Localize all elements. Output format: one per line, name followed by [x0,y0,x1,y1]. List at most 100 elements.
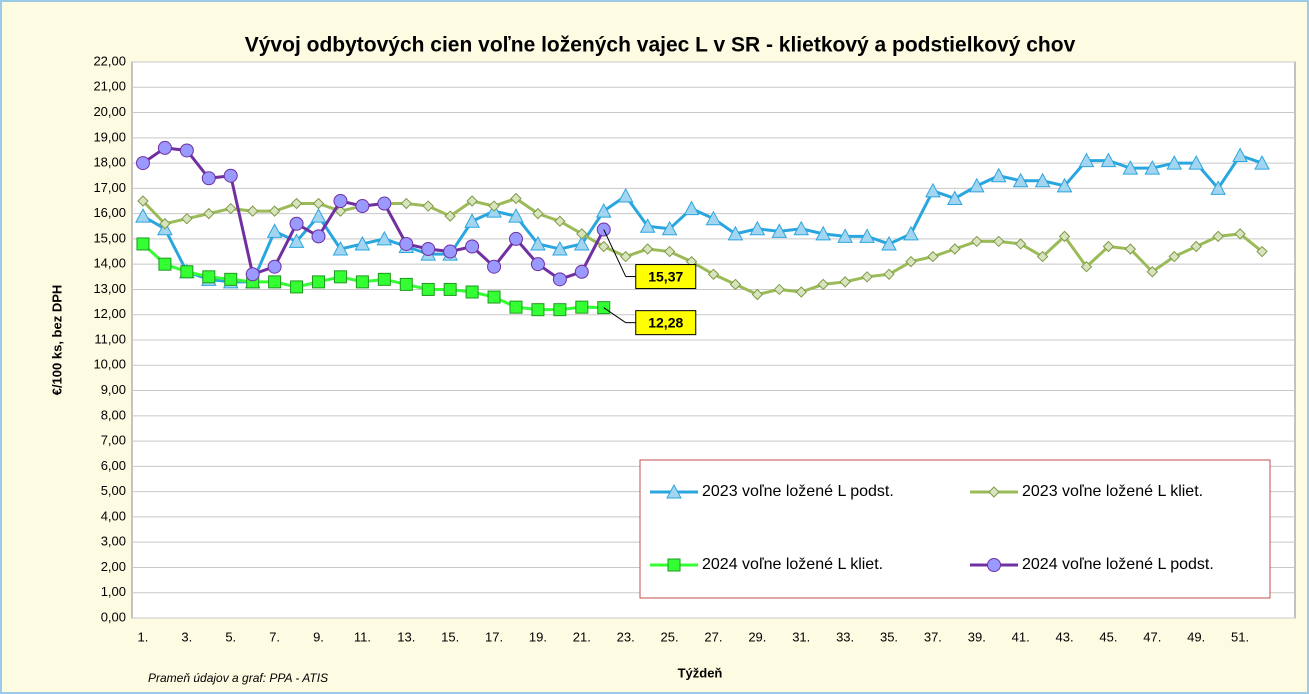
x-tick-label: 3. [181,629,192,644]
y-tick-label: 18,00 [93,155,126,170]
marker [639,218,656,233]
legend-marker [987,558,1001,572]
marker [1100,152,1117,168]
y-tick-label: 9,00 [101,382,126,397]
marker [1190,240,1202,253]
leader-line [603,307,627,324]
marker [488,200,500,212]
x-tick-label: 7. [269,629,280,644]
marker [1056,177,1073,193]
marker [968,177,985,193]
marker [487,290,501,304]
y-tick-label: 7,00 [101,433,126,448]
marker [223,168,238,183]
marker [288,233,305,248]
marker [422,200,434,212]
marker [707,268,720,280]
marker [1168,250,1180,263]
x-tick-label: 31. [792,629,810,644]
marker [1080,261,1093,273]
x-tick-label: 17. [485,629,503,644]
x-tick-label: 15. [441,629,459,644]
x-tick-label: 5. [225,629,236,644]
x-tick-label: 39. [968,629,986,644]
marker [1212,230,1224,243]
marker [509,300,523,314]
marker [400,197,412,210]
marker [861,271,873,283]
series-line [142,153,1263,284]
x-tick-label: 9. [313,629,324,644]
marker [773,283,786,296]
marker [181,212,193,225]
marker [333,270,347,284]
x-tick-label: 29. [748,629,766,644]
marker [268,275,282,289]
marker [1188,155,1205,170]
marker [310,208,327,223]
marker [795,286,807,298]
marker [619,250,632,263]
marker [179,143,194,158]
x-tick-label: 49. [1187,629,1205,644]
legend-label: 2023 voľne ložené L kliet. [1022,483,1203,500]
y-tick-label: 15,00 [93,230,126,245]
y-tick-label: 4,00 [101,508,126,523]
y-tick-label: 20,00 [93,104,126,119]
marker [465,285,479,299]
marker [487,259,502,274]
marker [903,225,919,241]
value-label-box [635,264,697,290]
marker [1102,240,1115,253]
marker [333,194,348,208]
marker [1036,250,1049,263]
marker [464,213,480,228]
marker [1124,243,1137,255]
marker [727,225,744,241]
marker [1144,160,1161,175]
x-tick-label: 21. [573,629,591,644]
marker [793,220,810,236]
marker [399,277,413,291]
marker [508,208,524,223]
y-axis-label: €/100 ks, bez DPH [49,285,64,396]
legend-label: 2023 voľne ložené L podst. [702,483,894,500]
x-tick-label: 35. [880,629,898,644]
marker [510,192,522,205]
marker [971,235,983,248]
marker [552,272,567,287]
marker [312,275,326,289]
marker [530,235,546,251]
marker [201,171,216,186]
marker [553,303,567,317]
marker [1254,155,1270,170]
x-tick-label: 1. [138,629,149,644]
y-tick-label: 13,00 [93,281,126,296]
marker [839,276,851,288]
x-tick-label: 47. [1143,629,1161,644]
marker [266,223,283,238]
marker [225,202,237,215]
marker [837,228,853,243]
marker [224,272,238,286]
marker [1256,245,1268,258]
marker [267,259,282,274]
x-tick-label: 23. [617,629,635,644]
y-tick-label: 8,00 [101,407,126,422]
marker [443,282,457,296]
marker [203,207,215,220]
x-tick-label: 25. [661,629,679,644]
y-tick-label: 14,00 [93,256,126,271]
marker [663,245,676,258]
marker [683,200,700,216]
marker [573,235,590,251]
legend-label: 2024 voľne ložené L podst. [1022,556,1214,573]
marker [817,278,829,291]
marker [927,250,939,263]
marker [159,218,171,230]
marker [289,216,304,231]
marker [881,235,897,251]
value-label-box [635,310,697,336]
marker [883,268,895,280]
